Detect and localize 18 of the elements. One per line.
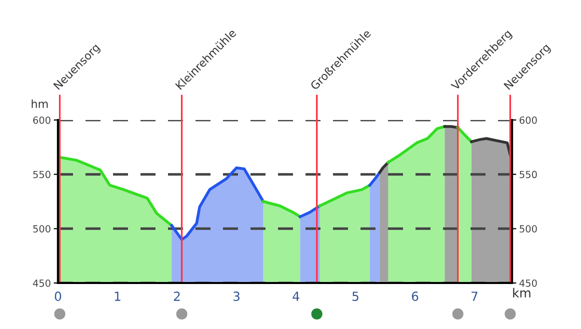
x-tick-label: 2: [174, 292, 180, 301]
x-tick-label: 6: [412, 292, 418, 302]
y2-tick-label: 500: [520, 225, 537, 232]
y-tick-label: 450: [32, 279, 50, 287]
y2-tick-label: 600: [520, 116, 537, 124]
x-tick-label: 0: [54, 292, 62, 302]
y-tick-label: 600: [33, 116, 50, 124]
x-tick-label: 7: [472, 292, 478, 301]
x-tick-label: 4: [292, 292, 300, 301]
x-tick-label: 5: [352, 292, 358, 302]
x-tick-label: 3: [233, 292, 240, 302]
y-tick-label: 550: [33, 170, 50, 178]
y2-tick-label: 450: [519, 279, 537, 287]
y-axis-title: hm: [32, 99, 48, 108]
y-tick-label: 500: [33, 225, 50, 232]
x-tick-label: 1: [114, 292, 120, 301]
y2-tick-label: 550: [520, 170, 537, 178]
x-axis-title: km: [513, 288, 530, 298]
